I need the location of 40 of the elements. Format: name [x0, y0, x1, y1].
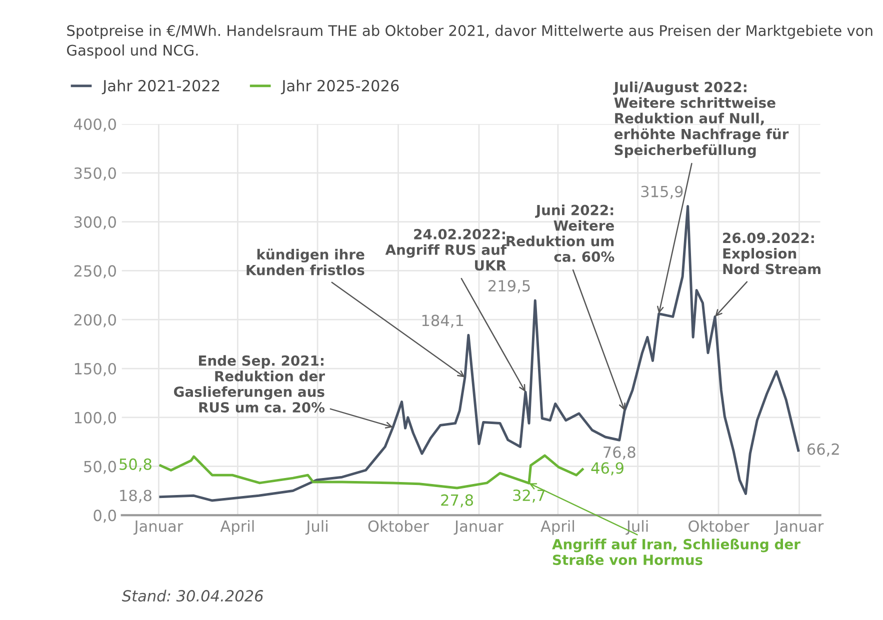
data-label: 219,5	[488, 280, 530, 294]
x-tick-label: Januar	[454, 520, 504, 535]
y-tick-label: 150,0	[74, 362, 116, 376]
y-tick-label: 100,0	[74, 412, 116, 425]
x-tick-label: Oktober	[688, 520, 750, 532]
x-tick-label: April	[540, 520, 574, 535]
y-tick-label: 250,0	[74, 265, 116, 278]
annotation: Juni 2022: Weitere Reduktion um ca. 60%	[506, 204, 614, 262]
y-tick-label: 350,0	[74, 167, 116, 180]
line-series	[159, 454, 584, 490]
legend-label: Jahr 2025-2026	[280, 80, 399, 94]
data-label: 76,8	[604, 446, 636, 460]
x-tick-label: Januar	[774, 520, 824, 535]
y-tick-label: 200,0	[74, 314, 116, 328]
data-label: 18,8	[120, 490, 152, 503]
data-label: 46,9	[591, 462, 624, 476]
data-label: 50,8	[120, 458, 152, 472]
data-label: 315,9	[641, 186, 683, 199]
data-label: 27,8	[441, 494, 474, 508]
annotation: Juli/August 2022: Weitere schrittweise Reduktion auf Null, erhöhte Nachfrage für Speicherbefüllung	[613, 82, 789, 158]
y-tick-label: 0,0	[94, 510, 116, 523]
y-tick-label: 300,0	[74, 216, 116, 230]
y-tick-label: 50,0	[84, 460, 116, 474]
annotation: kündigen ihre Kunden fristlos	[246, 248, 364, 276]
annotation: Ende Sep. 2021: Reduktion der Gaslieferungen aus RUS um ca. 20%	[174, 355, 325, 413]
data-label: 32,7	[513, 490, 545, 503]
annotation: 24.02.2022: Angriff RUS auf UKR	[385, 228, 507, 271]
x-tick-label: Januar	[133, 520, 184, 535]
x-tick-label: April	[220, 520, 254, 535]
x-tick-label: Juli	[305, 520, 328, 535]
data-label: 184,1	[422, 314, 464, 328]
x-tick-label: Juli	[626, 520, 648, 535]
legend-label: Jahr 2021-2022	[102, 80, 220, 94]
annotation: 26.09.2022: Explosion Nord Stream	[723, 232, 820, 274]
text: Stand: 30.04.2026	[122, 590, 264, 602]
data-label: 66,2	[807, 443, 839, 456]
chart-title: Spotpreise in €/MWh. Handelsraum THE ab Oktober 2021, davor Mittelwerte aus Preisen der Marktgebiete von Gaspool und NCG.	[67, 24, 872, 59]
x-tick-label: Oktober	[368, 520, 430, 532]
y-tick-label: 400,0	[74, 118, 116, 132]
annotation: Angriff auf Iran, Schließung der Straße von Hormus	[552, 538, 800, 566]
